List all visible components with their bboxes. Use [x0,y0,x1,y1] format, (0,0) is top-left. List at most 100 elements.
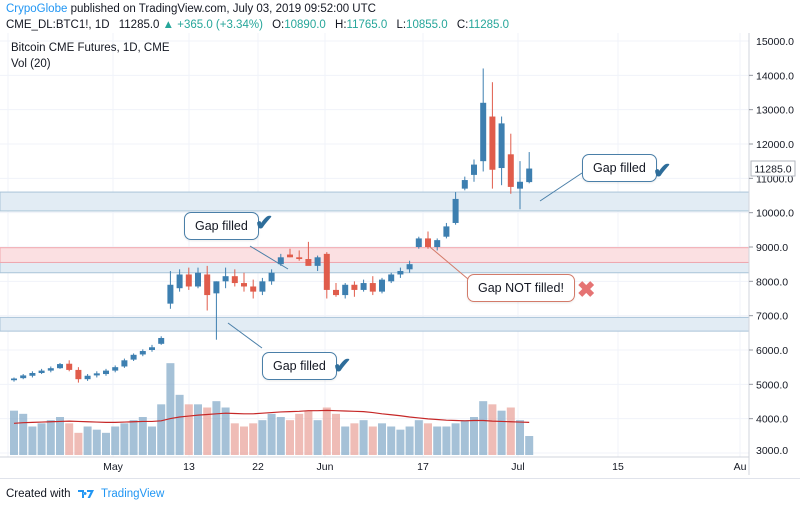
candle-body [471,164,477,175]
candle [388,272,395,284]
volume-bar [313,420,322,455]
tradingview-logo-icon [77,490,94,498]
footer: Created with TradingView [6,488,164,500]
candle-body [185,274,192,287]
pointer-line [227,322,263,349]
volume-bar [28,426,37,455]
volume-bar [322,407,331,455]
candle-body [397,271,404,275]
gap-zone [0,247,750,263]
grid [0,33,749,457]
candle [415,236,422,249]
candle-body [507,154,514,187]
candle [268,269,275,285]
volume-bar [102,432,110,455]
candle-body [277,257,284,265]
tradingview-link[interactable]: TradingView [100,488,165,500]
candle [195,267,201,289]
candle [47,366,54,373]
volume-bar [19,413,28,455]
time-axis[interactable]: May 13 22 Jun 17 Jul 15 Au [103,461,747,473]
candle-body [480,102,487,162]
volume-bar [378,423,386,455]
volume-bar [148,426,156,455]
candle-body [517,181,523,189]
candle [461,176,468,191]
volume-bar [387,426,396,455]
candle-body [333,289,339,296]
candle [57,363,63,369]
candle-body [20,375,27,379]
volume-bar [221,407,230,455]
pointer-line [429,246,469,280]
candle [296,250,303,261]
candle [66,360,73,372]
candle-body [112,367,119,371]
volume-bar [470,417,478,455]
open-label: O: [272,19,285,31]
candle-body [434,240,441,247]
candle-body [526,168,533,183]
last-price-tag-label: 11285.0 [754,164,791,176]
candle [517,161,523,210]
candle-body [57,364,63,369]
annotation-gap-not-filled[interactable]: Gap NOT filled! [467,274,575,302]
author-link[interactable]: CrypoGlobe [6,3,68,15]
candle-body [29,373,36,376]
volume-bar [230,423,239,455]
candle-body [149,347,155,350]
volume-bar [46,420,55,455]
price-tick-label: 10000.0 [756,208,794,220]
time-tick-label: Au [734,461,747,473]
candle [397,267,404,278]
candle [277,253,284,266]
candle-body [259,281,266,292]
volume-bar [129,420,138,455]
candle-body [323,253,330,290]
price-tick-label: 15000.0 [756,36,794,48]
candle-body [84,375,91,380]
chart-area[interactable]: 4000.0 5000.0 6000.0 7000.0 8000.0 9000.0 1000… [0,33,800,475]
candle-body [498,123,505,169]
candle-body [66,363,73,370]
candle [369,276,376,296]
price-axis[interactable]: 4000.0 5000.0 6000.0 7000.0 8000.0 9000.0 1000… [749,36,794,457]
candle-body [222,276,229,282]
price-tick-label: 8000.0 [756,276,788,288]
time-tick-label: May [103,461,124,473]
annotation-gap-filled-2[interactable]: Gap filled [262,352,337,380]
ohlc-bar: CME_DL:BTC1!, 1D 11285.0 ▲ +365.0 (+3.34… [6,19,509,31]
volume-bar [157,404,166,455]
candle [75,367,82,383]
time-tick-label: 15 [612,461,624,473]
candle-body [130,354,137,360]
pointer-line [249,245,289,270]
candle-body [296,257,303,260]
candle-body [443,226,450,237]
volume-bar [295,413,304,455]
candle [250,279,257,299]
candle [526,152,533,184]
time-tick-label: Jun [317,461,334,473]
candle [406,260,413,273]
volume-bar [203,407,212,455]
last-price-tag [750,160,796,177]
low-label: L: [396,19,407,31]
volume-bar [83,426,92,455]
volume-bar [405,426,414,455]
volume-bar [359,420,368,455]
candle-body [268,272,275,282]
candle [305,241,312,266]
price-tick-label: 4000.0 [756,414,788,426]
candle [333,283,339,297]
candle-body [415,238,422,247]
candle [112,365,119,373]
candle-body [461,180,468,189]
candle-body [195,272,201,287]
candle [379,277,385,294]
candle-body [158,337,165,344]
volume-bar [74,432,83,455]
annotation-gap-filled-3[interactable]: Gap filled [582,154,657,182]
annotation-gap-filled-1[interactable]: Gap filled [184,212,259,240]
price-chart[interactable]: 4000.0 5000.0 6000.0 7000.0 8000.0 9000.0 1000… [0,33,800,475]
